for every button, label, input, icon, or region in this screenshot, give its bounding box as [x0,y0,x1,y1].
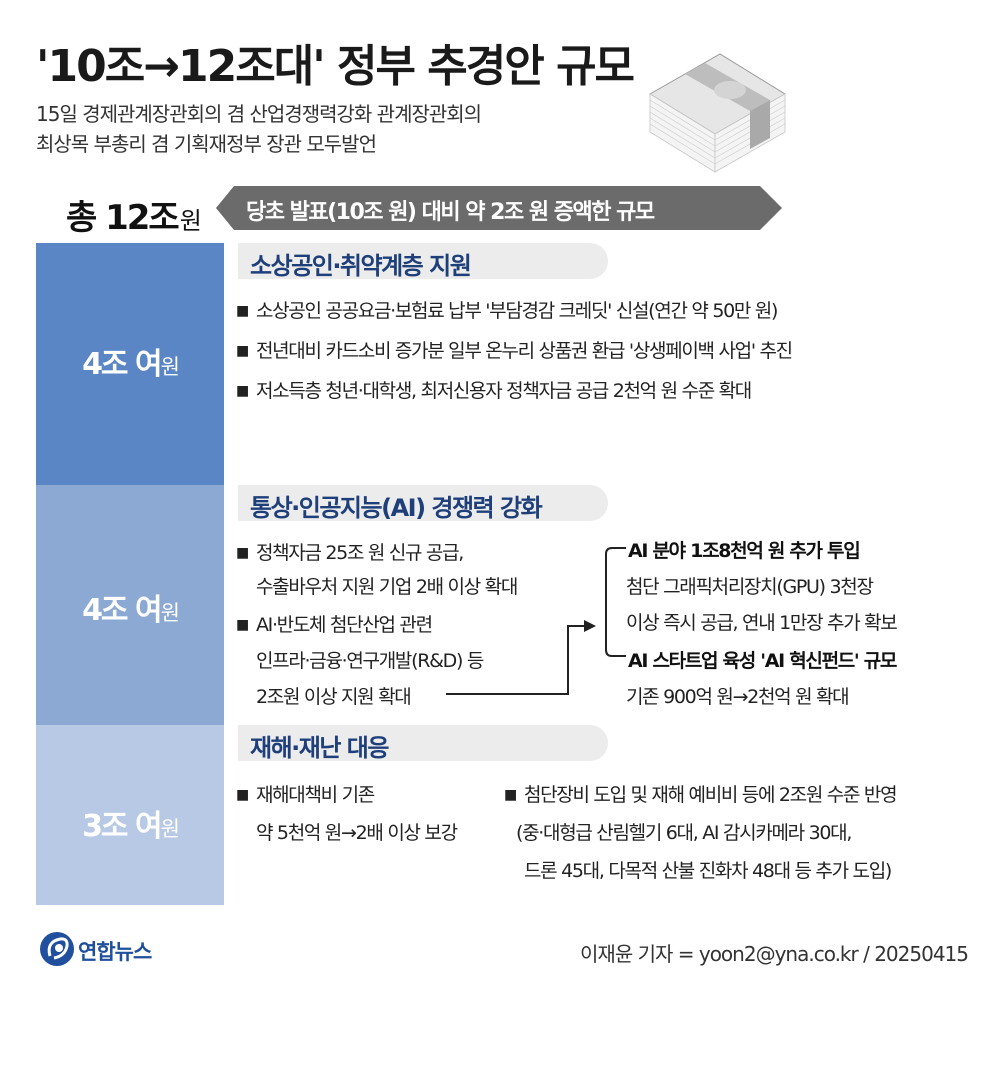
section-2-right-1-line-2: 이상 즉시 공급, 연내 1만장 추가 확보 [626,612,898,634]
section-2-left-bullet-2: ■ AI·반도체 첨단산업 관련 [236,614,433,636]
section-2-left-bullet-2-cont-1: 인프라·금융·연구개발(R&D) 등 [256,650,484,672]
section-1-title-bar [238,243,608,279]
connector-arrow [446,547,626,695]
section-3-left-bullet-cont: 약 5천억 원→2배 이상 보강 [256,822,458,844]
square-bullet-icon: ■ [236,383,249,399]
square-bullet-icon: ■ [236,303,249,319]
section-2-title-bar [238,485,608,521]
subtitle-line-1: 15일 경제관계장관회의 겸 산업경쟁력강화 관계장관회의 [36,102,482,126]
section-3-title: 재해·재난 대응 [250,734,389,762]
total-amount: 총 12조원 [66,190,202,239]
callout-banner [216,186,782,230]
yonhap-logo-icon [40,932,74,966]
section-2-right-heading-2: AI 스타트업 육성 'AI 혁신펀드' 규모 [628,650,897,672]
section-3-block: 3조 여원 [36,725,224,905]
section-3-title-bar [238,725,608,761]
section-1-bullet-1: ■ 소상공인 공공요금·보험료 납부 '부담경감 크레딧' 신설(연간 약 50만… [236,300,778,322]
section-1-bullet-2: ■ 전년대비 카드소비 증가분 일부 온누리 상품권 환급 '상생페이백 사업' … [236,340,793,362]
section-2-right-2-line-1: 기존 900억 원→2천억 원 확대 [626,686,850,708]
section-3-right-bullet: ■ 첨단장비 도입 및 재해 예비비 등에 2조원 수준 반영 [504,784,898,806]
section-2-left-bullet-1: ■ 정책자금 25조 원 신규 공급, [236,542,464,564]
section-3-left-bullet: ■ 재해대책비 기존 [236,784,375,806]
section-2-left-bullet-1-cont: 수출바우처 지원 기업 2배 이상 확대 [256,576,518,598]
square-bullet-icon: ■ [236,343,249,359]
section-1-title: 소상공인·취약계층 지원 [250,252,472,280]
section-2-amount-value: 4조 여 [82,593,163,628]
section-1-amount: 4조 여원 [36,339,224,383]
square-bullet-icon: ■ [236,545,249,561]
byline: 이재윤 기자 = yoon2@yna.co.kr / 20250415 [580,942,969,966]
section-1-amount-unit: 원 [160,355,180,379]
section-2-amount-unit: 원 [160,601,180,625]
section-2-block: 4조 여원 [36,485,224,725]
section-2-right-heading-1: AI 분야 1조8천억 원 추가 투입 [628,540,861,562]
section-3-amount-value: 3조 여 [82,809,163,844]
section-3-amount: 3조 여원 [36,801,224,845]
section-1-block: 4조 여원 [36,243,224,485]
callout-text: 당초 발표(10조 원) 대비 약 2조 원 증액한 규모 [246,200,655,225]
section-1-amount-value: 4조 여 [82,347,163,382]
section-2-title: 통상·인공지능(AI) 경쟁력 강화 [250,494,543,522]
subtitle-line-2: 최상목 부총리 겸 기획재정부 장관 모두발언 [36,132,377,156]
section-3-right-bullet-cont-2: 드론 45대, 다목적 산불 진화차 48대 등 추가 도입) [524,860,892,882]
page-title: '10조→12조대' 정부 추경안 규모 [36,41,635,92]
money-stack-icon [649,53,786,173]
section-2-amount: 4조 여원 [36,585,224,629]
yonhap-logo: 연합뉴스 [38,928,188,972]
section-2-left-bullet-2-cont-2: 2조원 이상 지원 확대 [256,686,412,708]
total-unit: 원 [179,207,202,235]
square-bullet-icon: ■ [236,617,249,633]
section-3-right-bullet-cont-1: (중·대형급 산림헬기 6대, AI 감시카메라 30대, [516,822,852,844]
square-bullet-icon: ■ [504,787,517,803]
logo-text: 연합뉴스 [78,940,152,964]
square-bullet-icon: ■ [236,787,249,803]
section-1-bullet-3: ■ 저소득층 청년·대학생, 최저신용자 정책자금 공급 2천억 원 수준 확대 [236,380,752,402]
total-label: 총 12조 [66,198,180,238]
section-3-amount-unit: 원 [160,817,180,841]
section-2-right-1-line-1: 첨단 그래픽처리장치(GPU) 3천장 [626,576,874,598]
